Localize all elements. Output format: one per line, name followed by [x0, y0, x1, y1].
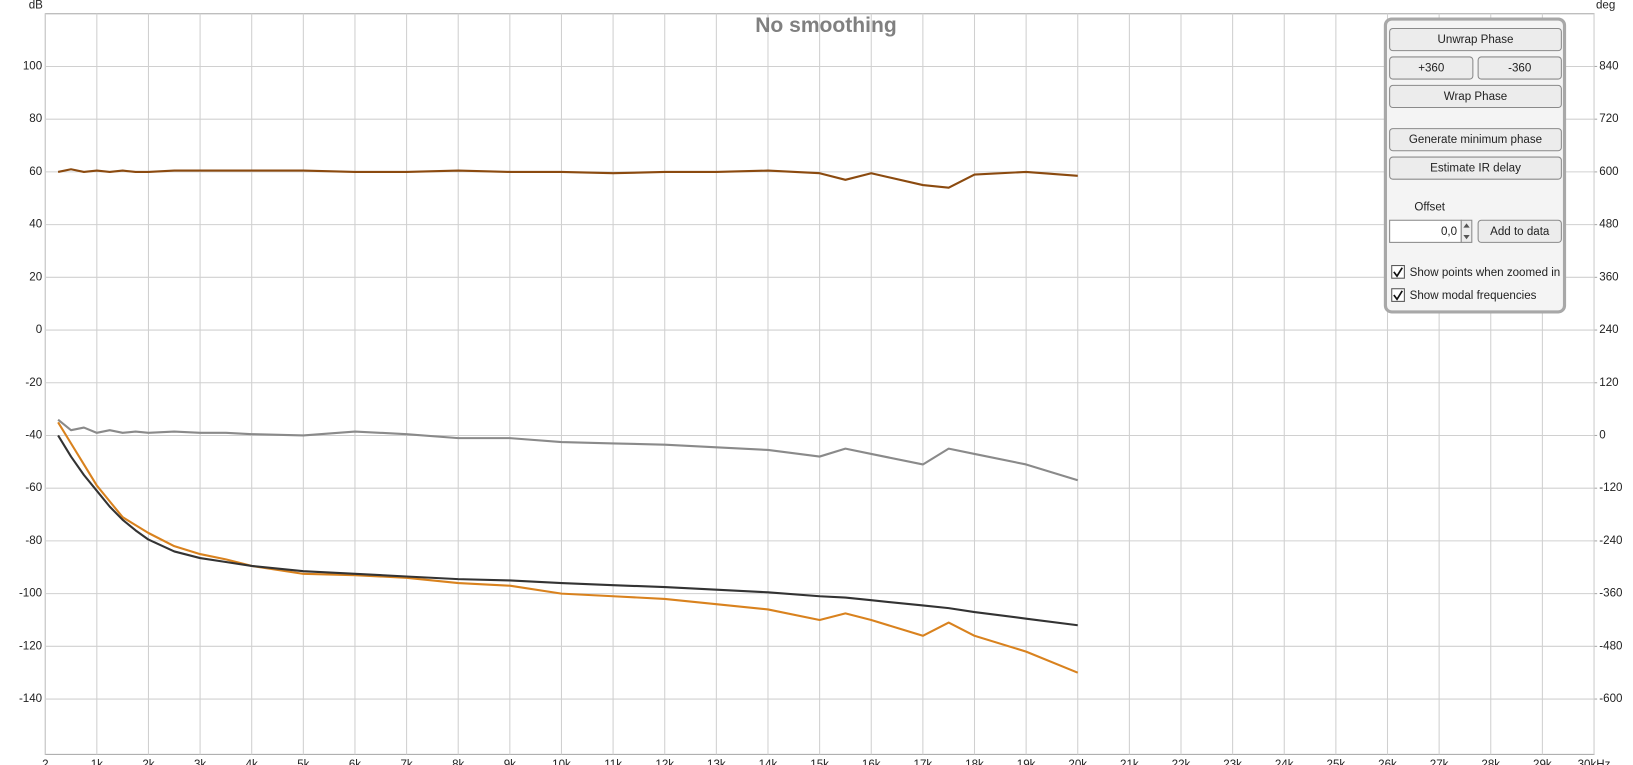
button[interactable] — [1389, 128, 1562, 152]
x-tick-label: 4k — [246, 759, 258, 765]
lines — [57, 168, 1079, 674]
x-tick-label: 9k — [504, 759, 516, 765]
checkmark[interactable] — [1393, 267, 1403, 278]
button-label[interactable]: -360 — [1508, 63, 1531, 75]
y-tick-label: -60 — [25, 482, 42, 494]
button[interactable] — [1477, 219, 1562, 243]
x-tick-label: 3k — [194, 759, 206, 765]
y-axis-label: dB — [29, 0, 43, 11]
x-tick-label: 5k — [297, 759, 309, 765]
y-tick-label: 80 — [29, 113, 42, 125]
series-line — [57, 421, 1079, 674]
x-tick-label: 8k — [452, 759, 464, 765]
offset-label: Offset — [1414, 202, 1445, 214]
spinner[interactable] — [1460, 219, 1473, 243]
x-tick-label: 10k — [552, 759, 571, 765]
offset-value[interactable]: 0,0 — [1441, 226, 1457, 238]
y2-tick-label: 360 — [1599, 271, 1618, 283]
x-tick-label: 25k — [1327, 759, 1346, 765]
y2-tick-label: -240 — [1599, 535, 1622, 547]
control-panel: Unwrap Phase +360 -360 Wrap Phase Generate m… — [1383, 17, 1567, 314]
y2-tick-label: -480 — [1599, 640, 1622, 652]
y2-tick-label: 840 — [1599, 61, 1618, 73]
x-tick-label: 2k — [142, 759, 154, 765]
y-tick-label: -40 — [25, 430, 42, 442]
x-tick-label: 30kHz — [1578, 759, 1611, 765]
y-tick-label: -120 — [19, 640, 42, 652]
button-label[interactable]: Unwrap Phase — [1438, 34, 1514, 46]
x-tick-label: 19k — [1017, 759, 1036, 765]
button[interactable] — [1389, 156, 1562, 180]
button-label[interactable]: +360 — [1418, 63, 1444, 75]
checkbox-label[interactable]: Show points when zoomed in — [1410, 267, 1561, 279]
button[interactable] — [1389, 56, 1474, 80]
x-tick-label: 24k — [1275, 759, 1294, 765]
x-tick-label: 20k — [1068, 759, 1087, 765]
series-line — [57, 168, 1078, 189]
y2-tick-label: -120 — [1599, 482, 1622, 494]
button[interactable] — [1389, 84, 1562, 109]
series-line — [57, 418, 1079, 482]
checkbox-label[interactable]: Show modal frequencies — [1410, 290, 1537, 302]
button[interactable] — [1389, 27, 1562, 52]
y-tick-label: 20 — [29, 271, 42, 283]
x-tick-label: 26k — [1378, 759, 1397, 765]
checkbox[interactable] — [1391, 288, 1405, 302]
checkmark[interactable] — [1393, 290, 1403, 301]
x-tick-label: 23k — [1223, 759, 1242, 765]
x-tick-label: 15k — [810, 759, 829, 765]
button[interactable] — [1477, 56, 1562, 80]
x-tick-label: 27k — [1430, 759, 1449, 765]
labels: 100806040200-20-40-60-80-100-120-1408407… — [19, 61, 1623, 765]
button-label[interactable]: Generate minimum phase — [1409, 134, 1542, 146]
y2-tick-label: 120 — [1599, 377, 1618, 389]
y-tick-label: 40 — [29, 219, 42, 231]
grid — [44, 13, 1598, 755]
x-tick-label: 7k — [400, 759, 412, 765]
y2-tick-label: 240 — [1599, 324, 1618, 336]
y2-tick-label: 600 — [1599, 166, 1618, 178]
y-tick-label: 100 — [23, 61, 42, 73]
x-tick-label: 13k — [707, 759, 726, 765]
x-tick-label: 1k — [91, 759, 103, 765]
y2-tick-label: 0 — [1599, 430, 1605, 442]
y2-tick-label: 720 — [1599, 113, 1618, 125]
spinner-arrows[interactable] — [1463, 223, 1470, 240]
series-line — [57, 434, 1078, 627]
x-tick-label: 14k — [759, 759, 778, 765]
y-tick-label: 0 — [36, 324, 42, 336]
x-tick-label: 21k — [1120, 759, 1139, 765]
y-tick-label: -140 — [19, 693, 42, 705]
y-tick-label: 60 — [29, 166, 42, 178]
x-tick-label: 18k — [965, 759, 984, 765]
x-tick-label: 2 — [42, 759, 48, 765]
x-tick-label: 22k — [1172, 759, 1191, 765]
x-tick-label: 16k — [862, 759, 881, 765]
y2-tick-label: -600 — [1599, 693, 1622, 705]
y2-axis-label: deg — [1596, 0, 1615, 11]
button-label[interactable]: Wrap Phase — [1444, 91, 1508, 103]
x-tick-label: 12k — [655, 759, 674, 765]
y-tick-label: -100 — [19, 588, 42, 600]
chart-title: No smoothing — [755, 14, 897, 37]
button-label[interactable]: Estimate IR delay — [1430, 163, 1521, 175]
y2-tick-label: -360 — [1599, 588, 1622, 600]
x-tick-label: 17k — [914, 759, 933, 765]
x-tick-label: 29k — [1533, 759, 1552, 765]
button-label[interactable]: Add to data — [1490, 226, 1550, 238]
y-tick-label: -80 — [25, 535, 42, 547]
y2-tick-label: 480 — [1599, 219, 1618, 231]
x-tick-label: 11k — [604, 759, 622, 765]
x-tick-label: 28k — [1481, 759, 1500, 765]
x-tick-label: 6k — [349, 759, 361, 765]
checkbox[interactable] — [1391, 265, 1405, 279]
y-tick-label: -20 — [25, 377, 42, 389]
